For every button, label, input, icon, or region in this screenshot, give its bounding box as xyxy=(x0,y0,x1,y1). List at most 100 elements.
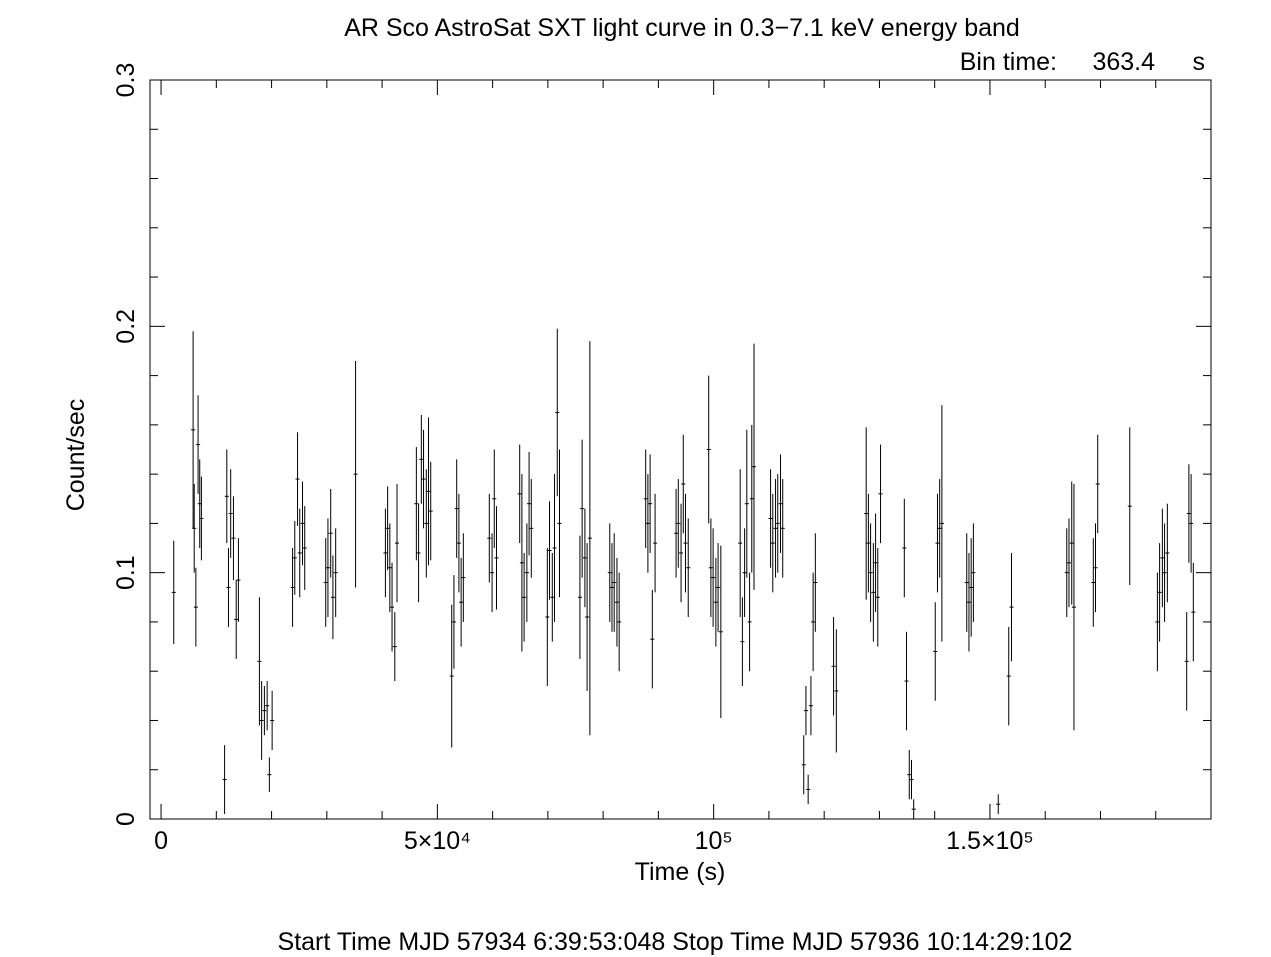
x-tick-label: 5×10⁴ xyxy=(404,827,471,855)
data-point xyxy=(617,572,622,672)
data-point xyxy=(1160,508,1165,608)
chart-title: AR Sco AstroSat SXT light curve in 0.3−7… xyxy=(344,14,1020,42)
data-point xyxy=(650,589,655,689)
footer-time-range: Start Time MJD 57934 6:39:53:048 Stop Ti… xyxy=(278,928,1073,956)
data-point xyxy=(801,735,806,795)
data-point xyxy=(302,506,307,590)
data-point xyxy=(522,552,527,642)
data-point xyxy=(716,543,721,632)
data-point xyxy=(390,562,395,652)
data-point xyxy=(385,486,390,571)
data-point xyxy=(428,461,433,561)
data-point xyxy=(904,631,909,731)
data-point xyxy=(297,508,302,598)
data-point xyxy=(392,612,397,682)
data-point xyxy=(738,469,743,618)
bin-time-unit: s xyxy=(1193,48,1206,76)
data-point xyxy=(226,548,231,627)
data-point xyxy=(676,479,681,568)
data-point xyxy=(199,476,204,561)
data-point xyxy=(259,681,264,760)
x-tick-label: 1.5×10⁵ xyxy=(946,827,1034,855)
data-point xyxy=(866,493,871,593)
data-point xyxy=(679,503,684,603)
data-point xyxy=(686,518,691,618)
data-point xyxy=(267,757,272,792)
data-point xyxy=(708,518,713,618)
data-point xyxy=(1191,562,1196,662)
data-point xyxy=(490,533,495,613)
data-point xyxy=(292,520,297,595)
data-point xyxy=(222,745,227,815)
bin-time-value: 363.4 xyxy=(1092,48,1155,76)
axis-frame-group xyxy=(149,79,1212,820)
data-point xyxy=(290,548,295,627)
data-point xyxy=(557,449,562,598)
data-point xyxy=(935,493,940,593)
data-point xyxy=(192,483,197,573)
data-point xyxy=(971,523,976,622)
data-point xyxy=(236,538,241,622)
y-axis-label: Count/sec xyxy=(62,399,90,512)
data-point xyxy=(775,474,780,573)
data-point xyxy=(421,429,426,529)
data-point xyxy=(196,395,201,494)
x-tick-label: 10⁵ xyxy=(695,827,733,855)
data-point xyxy=(1069,481,1074,605)
x-axis-label: Time (s) xyxy=(635,858,726,886)
data-point xyxy=(711,528,716,627)
data-point xyxy=(459,557,464,647)
data-point xyxy=(751,343,757,590)
data-point xyxy=(773,479,778,578)
data-point xyxy=(547,501,552,600)
data-point xyxy=(387,523,392,613)
data-point xyxy=(1162,523,1167,622)
data-point xyxy=(871,543,876,642)
data-point xyxy=(552,474,557,622)
data-point xyxy=(718,545,723,719)
data-point xyxy=(257,597,262,726)
data-point xyxy=(231,496,236,581)
data-point xyxy=(330,555,335,640)
data-point xyxy=(933,602,938,701)
y-tick-label: 0.1 xyxy=(112,555,140,590)
data-point xyxy=(645,474,650,573)
data-point xyxy=(648,454,653,553)
data-point xyxy=(582,508,587,608)
data-point xyxy=(555,328,560,497)
data-point xyxy=(519,474,524,652)
data-point xyxy=(1095,434,1100,534)
data-point xyxy=(545,548,550,686)
data-point xyxy=(323,538,328,627)
data-point xyxy=(609,543,614,632)
data-point xyxy=(461,533,466,622)
data-point xyxy=(614,557,619,647)
data-point xyxy=(333,528,338,618)
data-point xyxy=(770,493,775,593)
data-point xyxy=(969,538,974,637)
data-point xyxy=(524,523,529,622)
data-point xyxy=(681,434,686,534)
data-point xyxy=(831,617,836,716)
data-point xyxy=(873,513,878,613)
data-point xyxy=(1064,528,1069,618)
data-point xyxy=(813,533,818,632)
data-point xyxy=(171,540,176,645)
data-point xyxy=(587,341,592,736)
data-point xyxy=(706,375,711,524)
data-point xyxy=(424,469,429,578)
data-point xyxy=(529,479,534,578)
data-point xyxy=(911,799,916,819)
data-point xyxy=(653,493,658,593)
data-point xyxy=(353,360,358,588)
data-point xyxy=(383,508,388,598)
data-point xyxy=(414,447,419,561)
data-point xyxy=(454,459,459,558)
tick-labels-group: 0 0.1 0.2 0.3 0 5×10⁴ 10⁵ 1.5×10⁵ xyxy=(112,63,1034,855)
data-point xyxy=(907,750,912,800)
data-point xyxy=(1155,572,1160,672)
tick-marks-group xyxy=(150,79,1211,820)
data-point xyxy=(224,449,229,544)
data-point xyxy=(939,405,944,642)
data-point xyxy=(426,417,431,566)
